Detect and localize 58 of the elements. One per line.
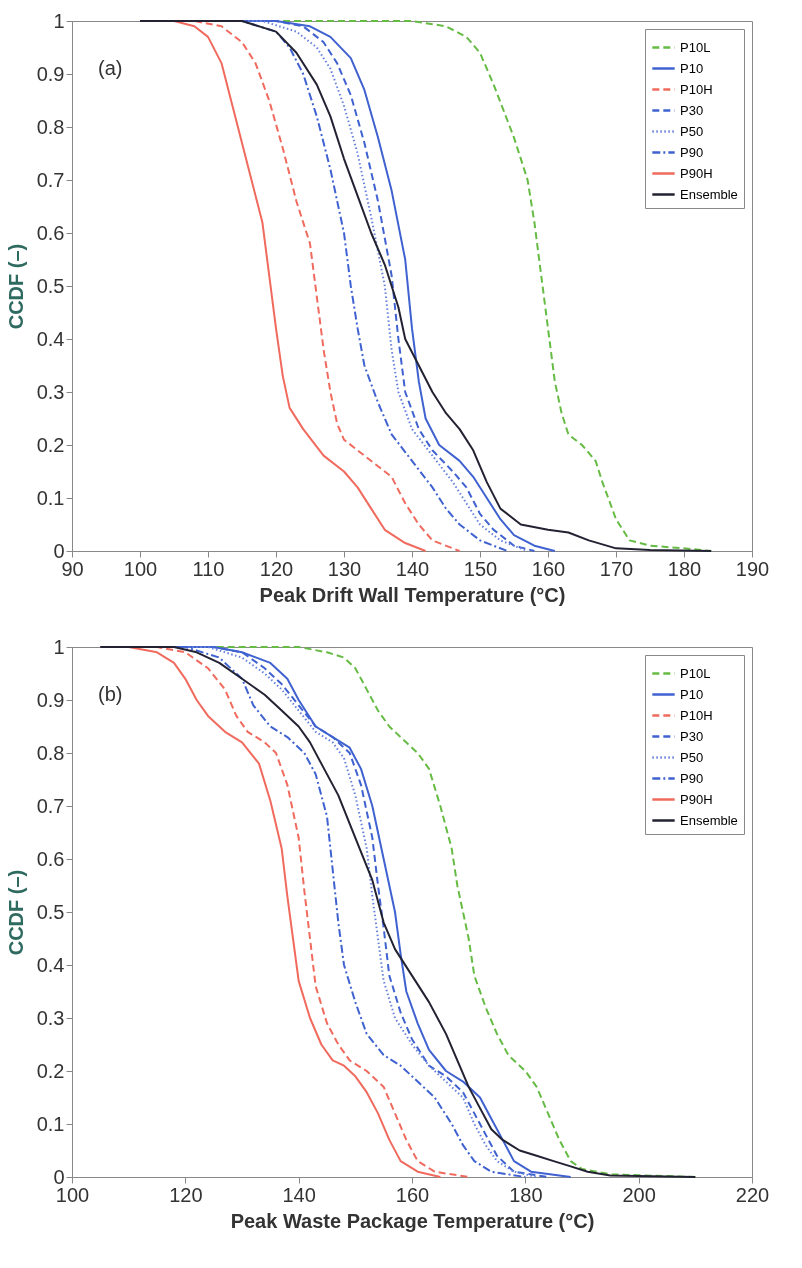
y-tick-label: 0.3 <box>36 1006 65 1029</box>
y-tick-label: 0.7 <box>36 794 65 817</box>
y-tick-label: 0.1 <box>36 486 65 509</box>
x-tick-label: 190 <box>735 557 770 580</box>
x-axis-title: Peak Waste Package Temperature (°C) <box>230 1209 595 1232</box>
y-tick-label: 0.2 <box>36 1059 65 1082</box>
y-tick-label: 0.8 <box>36 741 65 764</box>
annotation: (a) <box>98 57 123 79</box>
x-tick-label: 200 <box>622 1183 656 1206</box>
y-tick-label: 0.9 <box>36 688 65 711</box>
legend-label: P10 <box>680 686 704 702</box>
y-tick-label: 0.6 <box>36 847 65 870</box>
y-tick-label: 1 <box>53 9 65 32</box>
x-tick-label: 140 <box>395 557 430 580</box>
legend-label: P50 <box>680 749 704 765</box>
y-tick-label: 0.4 <box>36 953 65 976</box>
legend-label: P90H <box>680 165 713 181</box>
x-tick-label: 160 <box>531 557 566 580</box>
legend-label: P90H <box>680 791 713 807</box>
legend-label: P10H <box>680 707 713 723</box>
x-axis-title: Peak Drift Wall Temperature (°C) <box>259 583 566 606</box>
annotation: (b) <box>98 683 123 705</box>
x-tick-label: 220 <box>735 1183 770 1206</box>
y-tick-label: 1 <box>53 635 65 658</box>
y-tick-label: 0.4 <box>36 327 65 350</box>
y-axis-title: CCDF (–) <box>4 243 27 330</box>
legend-label: P30 <box>680 102 704 118</box>
legend-label: P30 <box>680 728 704 744</box>
y-tick-label: 0.2 <box>36 433 65 456</box>
y-tick-label: 0.5 <box>36 274 65 297</box>
y-tick-label: 0.5 <box>36 900 65 923</box>
x-tick-label: 120 <box>169 1183 203 1206</box>
legend-label: P10L <box>680 665 711 681</box>
x-tick-label: 110 <box>192 557 225 580</box>
y-tick-label: 0.8 <box>36 115 65 138</box>
legend-label: P10L <box>680 39 711 55</box>
x-tick-label: 160 <box>395 1183 430 1206</box>
y-tick-label: 0.1 <box>36 1112 65 1135</box>
x-tick-label: 100 <box>123 557 158 580</box>
legend-label: Ensemble <box>680 186 738 202</box>
x-tick-label: 180 <box>667 557 702 580</box>
y-tick-label: 0.9 <box>36 62 65 85</box>
legend-label: Ensemble <box>680 812 738 828</box>
x-tick-label: 120 <box>259 557 294 580</box>
y-tick-label: 0.7 <box>36 168 65 191</box>
y-axis-title: CCDF (–) <box>4 869 27 956</box>
y-tick-label: 0.3 <box>36 380 65 403</box>
legend-label: P50 <box>680 123 704 139</box>
x-tick-label: 150 <box>463 557 498 580</box>
x-tick-label: 180 <box>509 1183 543 1206</box>
x-tick-label: 170 <box>599 557 634 580</box>
legend-label: P90 <box>680 770 704 786</box>
x-tick-label: 130 <box>327 557 362 580</box>
y-tick-label: 0.6 <box>36 221 65 244</box>
legend-label: P10 <box>680 60 704 76</box>
legend-label: P90 <box>680 144 704 160</box>
x-tick-label: 140 <box>282 1183 316 1206</box>
legend-label: P10H <box>680 81 713 97</box>
